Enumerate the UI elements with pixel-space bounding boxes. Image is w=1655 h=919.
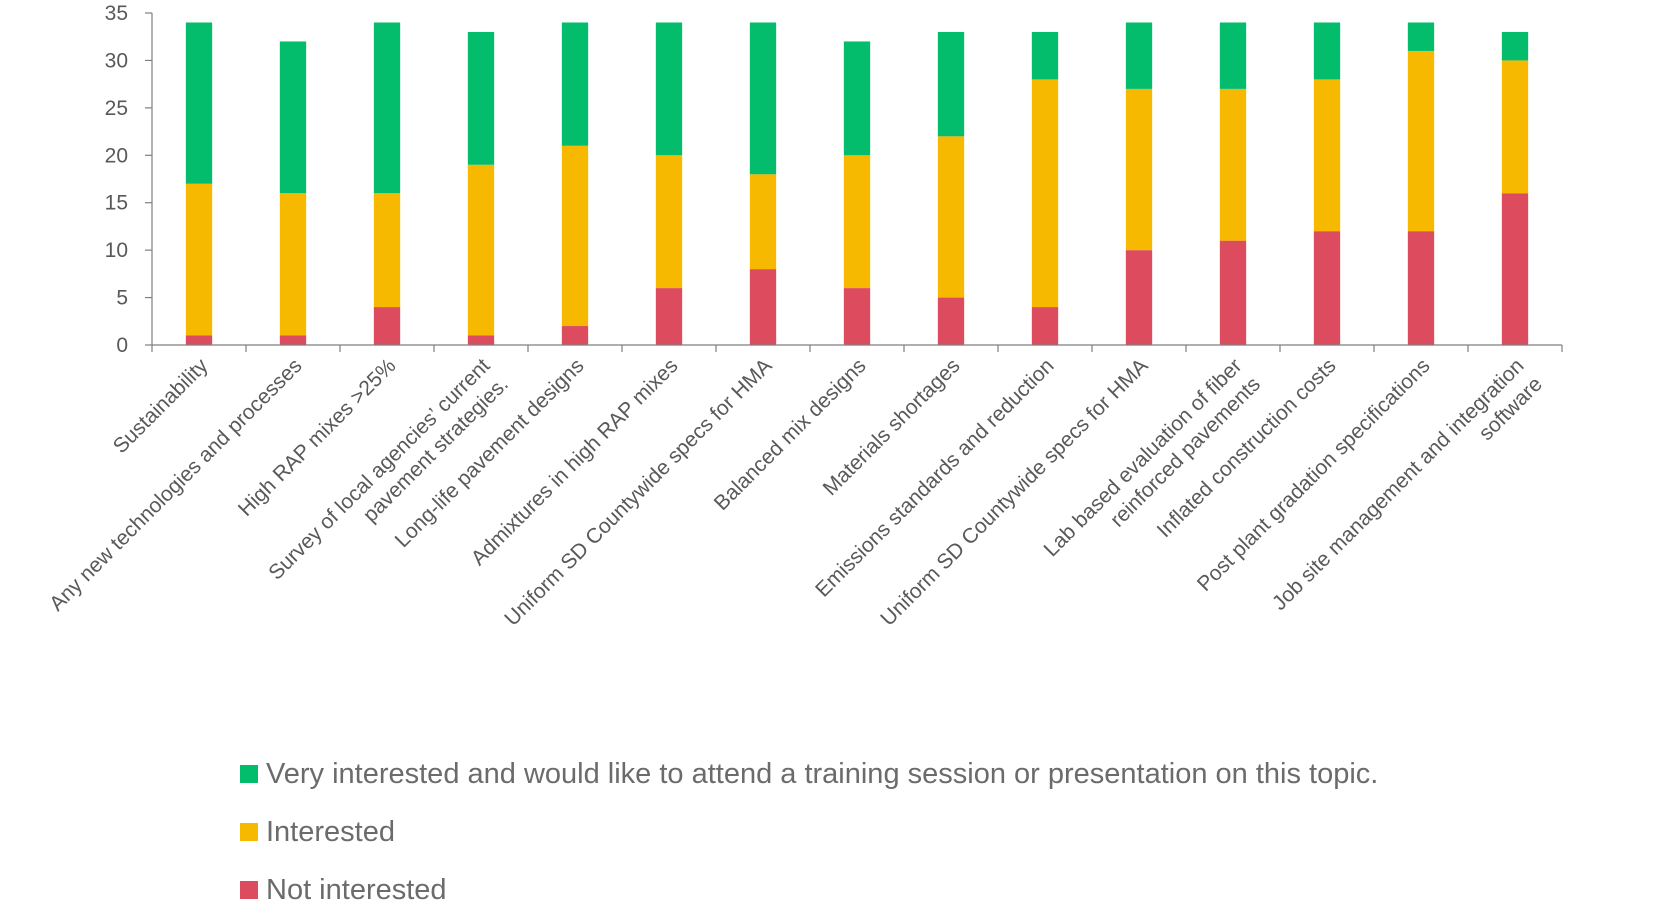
bar-segment-interested-2 (279, 193, 307, 336)
legend-swatch-interested (240, 823, 258, 841)
legend-item-very-interested: Very interested and would like to attend… (240, 745, 1378, 803)
bar-segment-not-interested-7 (749, 269, 777, 345)
bar-segment-very-interested-4 (467, 31, 495, 165)
bar-segment-not-interested-11 (1125, 250, 1153, 345)
bar-segment-very-interested-9 (937, 31, 965, 137)
bar-segment-interested-1 (185, 183, 213, 336)
y-tick-label: 35 (105, 2, 128, 25)
bar-segment-not-interested-9 (937, 297, 965, 345)
bar-segment-interested-12 (1219, 88, 1247, 241)
bar-segment-very-interested-11 (1125, 22, 1153, 89)
bar-segment-not-interested-15 (1501, 193, 1529, 345)
y-tick-label: 15 (105, 192, 128, 215)
bar-segment-not-interested-13 (1313, 231, 1341, 345)
bar-segment-not-interested-8 (843, 288, 871, 345)
bar-segment-not-interested-1 (185, 335, 213, 345)
y-tick-label: 25 (105, 97, 128, 120)
bar-segment-interested-4 (467, 164, 495, 336)
bar-segment-very-interested-15 (1501, 31, 1529, 61)
bar-segment-very-interested-6 (655, 22, 683, 156)
bar-segment-not-interested-3 (373, 307, 401, 345)
bar-segment-interested-7 (749, 174, 777, 270)
bar-segment-interested-3 (373, 193, 401, 308)
bar-segment-not-interested-5 (561, 326, 589, 345)
bar-segment-not-interested-4 (467, 335, 495, 345)
legend: Very interested and would like to attend… (240, 745, 1378, 919)
bar-segment-interested-10 (1031, 79, 1059, 308)
legend-label-interested: Interested (266, 815, 395, 848)
bar-segment-not-interested-6 (655, 288, 683, 345)
bar-segment-very-interested-2 (279, 41, 307, 194)
bar-segment-interested-8 (843, 155, 871, 289)
bar-segment-not-interested-12 (1219, 240, 1247, 345)
bar-segment-very-interested-8 (843, 41, 871, 156)
bar-segment-interested-11 (1125, 88, 1153, 251)
y-tick-labels: 0 5 10 15 20 25 30 35 (105, 2, 128, 357)
x-category-label-1: Sustainability (109, 354, 213, 458)
legend-swatch-not-interested (240, 881, 258, 899)
bar-layer (185, 22, 1529, 345)
bar-segment-not-interested-14 (1407, 231, 1435, 345)
bar-segment-interested-6 (655, 155, 683, 289)
bar-segment-interested-5 (561, 145, 589, 327)
x-category-label-8: Balanced mix designs (710, 354, 871, 515)
bar-segment-very-interested-7 (749, 22, 777, 175)
bar-segment-interested-15 (1501, 60, 1529, 194)
bar-segment-interested-9 (937, 136, 965, 298)
y-tick-label: 5 (116, 287, 128, 310)
bar-segment-very-interested-13 (1313, 22, 1341, 80)
legend-item-not-interested: Not interested (240, 861, 1378, 919)
legend-label-not-interested: Not interested (266, 873, 447, 906)
bar-segment-interested-14 (1407, 50, 1435, 232)
bar-segment-very-interested-14 (1407, 22, 1435, 51)
axes-layer (145, 12, 1563, 352)
bar-segment-very-interested-10 (1031, 31, 1059, 80)
bar-segment-very-interested-12 (1219, 22, 1247, 89)
y-tick-label: 0 (116, 334, 128, 357)
bar-segment-very-interested-3 (373, 22, 401, 194)
legend-label-very-interested: Very interested and would like to attend… (266, 757, 1379, 790)
legend-item-interested: Interested (240, 803, 1378, 861)
bar-segment-not-interested-2 (279, 335, 307, 345)
bar-segment-interested-13 (1313, 79, 1341, 232)
y-tick-label: 30 (105, 49, 128, 72)
bar-segment-very-interested-5 (561, 22, 589, 146)
bar-segment-not-interested-10 (1031, 307, 1059, 345)
y-tick-label: 10 (105, 239, 128, 262)
legend-swatch-very-interested (240, 765, 258, 783)
bar-segment-very-interested-1 (185, 22, 213, 184)
y-tick-label: 20 (105, 144, 128, 167)
